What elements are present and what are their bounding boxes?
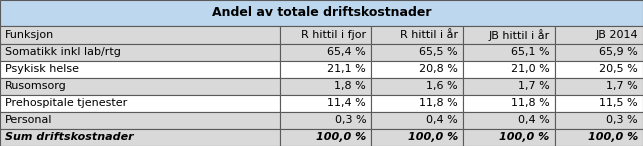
Bar [280, 26, 372, 44]
Bar [280, 44, 372, 61]
Text: Andel av totale driftskostnader: Andel av totale driftskostnader [212, 6, 431, 19]
Bar [372, 95, 463, 112]
Text: 1,7 %: 1,7 % [606, 81, 638, 91]
Text: 100,0 %: 100,0 % [588, 132, 638, 142]
Text: Somatikk inkl lab/rtg: Somatikk inkl lab/rtg [5, 47, 120, 57]
Text: 0,3 %: 0,3 % [606, 115, 638, 125]
Bar [280, 95, 372, 112]
Bar [463, 78, 554, 95]
Text: 65,5 %: 65,5 % [419, 47, 458, 57]
Text: 100,0 %: 100,0 % [316, 132, 367, 142]
Text: 11,4 %: 11,4 % [327, 98, 367, 108]
Text: 100,0 %: 100,0 % [499, 132, 549, 142]
Bar [0, 0, 643, 26]
Bar [0, 112, 280, 129]
Bar [554, 44, 643, 61]
Bar [463, 44, 554, 61]
Bar [463, 112, 554, 129]
Text: 65,9 %: 65,9 % [599, 47, 638, 57]
Text: 0,4 %: 0,4 % [518, 115, 549, 125]
Bar [463, 129, 554, 146]
Bar [0, 95, 280, 112]
Text: Prehospitale tjenester: Prehospitale tjenester [5, 98, 127, 108]
Text: 1,7 %: 1,7 % [518, 81, 549, 91]
Text: 11,8 %: 11,8 % [419, 98, 458, 108]
Text: 20,5 %: 20,5 % [599, 64, 638, 74]
Bar [463, 61, 554, 78]
Text: JB hittil i år: JB hittil i år [488, 29, 549, 41]
Bar [372, 129, 463, 146]
Text: 1,6 %: 1,6 % [426, 81, 458, 91]
Bar [372, 44, 463, 61]
Text: 11,8 %: 11,8 % [511, 98, 549, 108]
Bar [372, 61, 463, 78]
Bar [463, 26, 554, 44]
Bar [554, 78, 643, 95]
Bar [280, 112, 372, 129]
Bar [554, 26, 643, 44]
Text: 11,5 %: 11,5 % [599, 98, 638, 108]
Bar [0, 44, 280, 61]
Bar [280, 129, 372, 146]
Text: 21,1 %: 21,1 % [327, 64, 367, 74]
Text: 1,8 %: 1,8 % [334, 81, 367, 91]
Bar [372, 112, 463, 129]
Text: 65,1 %: 65,1 % [511, 47, 549, 57]
Bar [280, 78, 372, 95]
Text: 21,0 %: 21,0 % [511, 64, 549, 74]
Text: R hittil i år: R hittil i år [400, 30, 458, 40]
Text: Psykisk helse: Psykisk helse [5, 64, 78, 74]
Text: JB 2014: JB 2014 [595, 30, 638, 40]
Text: 20,8 %: 20,8 % [419, 64, 458, 74]
Text: 65,4 %: 65,4 % [327, 47, 367, 57]
Bar [554, 112, 643, 129]
Text: Funksjon: Funksjon [5, 30, 54, 40]
Bar [0, 129, 280, 146]
Text: Sum driftskostnader: Sum driftskostnader [5, 132, 133, 142]
Bar [280, 61, 372, 78]
Bar [372, 78, 463, 95]
Bar [554, 129, 643, 146]
Bar [0, 61, 280, 78]
Bar [554, 61, 643, 78]
Text: 0,4 %: 0,4 % [426, 115, 458, 125]
Text: Rusomsorg: Rusomsorg [5, 81, 66, 91]
Bar [372, 26, 463, 44]
Bar [0, 78, 280, 95]
Text: 100,0 %: 100,0 % [408, 132, 458, 142]
Bar [554, 95, 643, 112]
Bar [0, 26, 280, 44]
Text: 0,3 %: 0,3 % [334, 115, 367, 125]
Bar [463, 95, 554, 112]
Text: Personal: Personal [5, 115, 52, 125]
Text: R hittil i fjor: R hittil i fjor [301, 30, 367, 40]
